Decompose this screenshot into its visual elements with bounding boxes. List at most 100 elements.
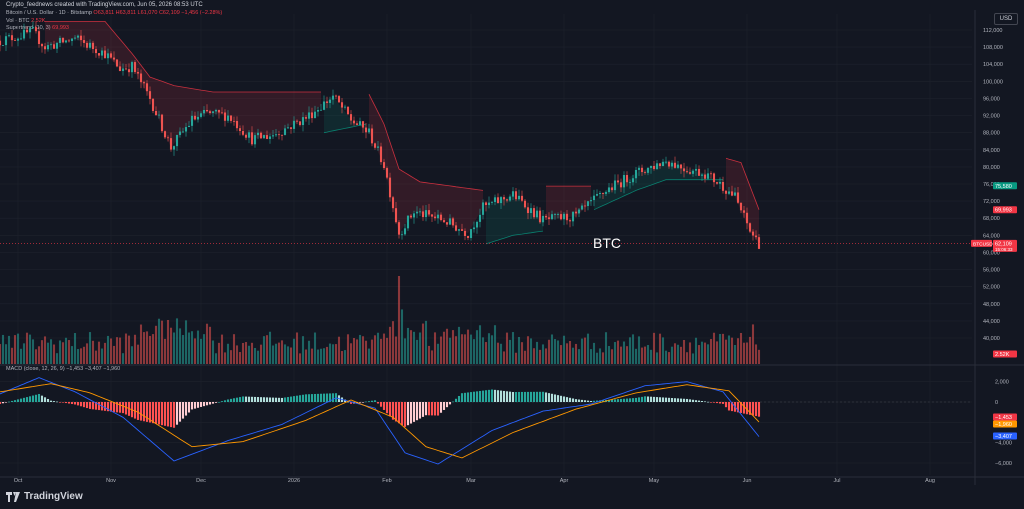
macd-histogram-bar bbox=[742, 402, 746, 414]
price-label-bg bbox=[993, 239, 1017, 252]
candle bbox=[736, 192, 740, 203]
candle bbox=[364, 127, 368, 133]
volume-bar bbox=[568, 340, 572, 364]
macd-histogram-bar bbox=[562, 396, 566, 402]
volume-bar bbox=[37, 346, 41, 364]
x-tick-label: Jul bbox=[833, 478, 840, 484]
candle bbox=[64, 40, 68, 43]
candle bbox=[481, 202, 485, 215]
candle bbox=[145, 83, 149, 92]
macd-histogram-bar bbox=[61, 402, 65, 403]
candle bbox=[631, 178, 635, 183]
macd-histogram-bar bbox=[589, 400, 593, 402]
volume-bar bbox=[25, 332, 29, 364]
macd-histogram-bar bbox=[610, 399, 614, 402]
macd-histogram-bar bbox=[241, 396, 245, 402]
candle bbox=[211, 111, 215, 113]
volume-bar bbox=[571, 347, 575, 364]
macd-histogram-bar bbox=[151, 402, 155, 424]
macd-histogram-bar bbox=[184, 402, 188, 416]
macd-histogram-bar bbox=[55, 401, 59, 403]
volume-bar bbox=[370, 339, 374, 364]
candle bbox=[610, 187, 614, 191]
volume-bar bbox=[220, 334, 224, 364]
candle bbox=[97, 53, 101, 56]
candle bbox=[181, 131, 185, 133]
volume-bar bbox=[577, 349, 581, 364]
macd-histogram-bar bbox=[631, 398, 635, 402]
volume-bar bbox=[40, 340, 44, 364]
currency-button[interactable]: USD bbox=[994, 13, 1018, 25]
volume-bar bbox=[544, 348, 548, 364]
volume-bar bbox=[595, 352, 599, 364]
candle bbox=[622, 175, 626, 188]
volume-bar bbox=[481, 337, 485, 364]
macd-histogram-bar bbox=[493, 389, 497, 402]
volume-bar bbox=[742, 342, 746, 364]
volume-bar bbox=[250, 342, 254, 364]
candle bbox=[367, 128, 371, 133]
macd-histogram-bar bbox=[364, 401, 368, 403]
volume-bar bbox=[472, 339, 476, 364]
volume-bar bbox=[34, 349, 38, 364]
macd-histogram-bar bbox=[556, 395, 560, 402]
candle bbox=[574, 211, 578, 214]
legend-supertrend-row[interactable]: Supertrend (10, 3) 69,993 bbox=[6, 25, 222, 33]
macd-histogram-bar bbox=[166, 402, 170, 427]
macd-histogram-bar bbox=[238, 397, 242, 402]
candle bbox=[358, 121, 362, 125]
price-label: 75,580 bbox=[995, 184, 1012, 190]
volume-bar bbox=[163, 338, 167, 364]
volume-bar bbox=[133, 334, 137, 364]
candle bbox=[685, 171, 689, 173]
candle bbox=[328, 99, 332, 103]
volume-bar bbox=[352, 337, 356, 364]
volume-bar bbox=[565, 343, 569, 364]
legend-symbol-row[interactable]: Bitcoin / U.S. Dollar · 1D · Bitstamp O6… bbox=[6, 10, 222, 18]
macd-histogram-bar bbox=[160, 402, 164, 426]
x-tick-label: Dec bbox=[196, 478, 206, 484]
volume-bar bbox=[415, 339, 419, 364]
supertrend-line-up bbox=[593, 179, 723, 211]
x-tick-label: Jun bbox=[743, 478, 752, 484]
volume-bar bbox=[337, 336, 341, 364]
macd-histogram-bar bbox=[172, 402, 176, 428]
candle bbox=[670, 162, 674, 167]
macd-histogram-bar bbox=[295, 395, 299, 402]
x-tick-label: 2026 bbox=[288, 478, 300, 484]
macd-histogram-bar bbox=[487, 389, 491, 402]
macd-histogram-bar bbox=[553, 394, 557, 402]
candle bbox=[745, 212, 749, 224]
macd-histogram-bar bbox=[670, 398, 674, 402]
macd-histogram-bar bbox=[226, 399, 230, 402]
volume-bar bbox=[73, 333, 77, 364]
x-tick-label: Feb bbox=[382, 478, 391, 484]
volume-bar bbox=[748, 336, 752, 364]
macd-legend[interactable]: MACD (close, 12, 26, 9) −1,453 −3,407 −1… bbox=[6, 366, 120, 372]
candle bbox=[739, 202, 743, 211]
candle bbox=[415, 211, 419, 214]
candle bbox=[289, 127, 293, 129]
candle bbox=[43, 46, 47, 50]
candle bbox=[475, 221, 479, 228]
y-tick-label: 68,000 bbox=[983, 216, 1000, 222]
macd-histogram-bar bbox=[664, 397, 668, 402]
candle bbox=[283, 128, 287, 135]
candle bbox=[184, 127, 188, 132]
btc-annotation: BTC bbox=[593, 235, 621, 251]
macd-histogram-bar bbox=[250, 396, 254, 402]
candle bbox=[694, 168, 698, 171]
macd-histogram-bar bbox=[169, 402, 173, 428]
volume-bar bbox=[697, 345, 701, 364]
volume-bar bbox=[187, 332, 191, 364]
macd-histogram-bar bbox=[253, 396, 257, 402]
macd-histogram-bar bbox=[535, 391, 539, 402]
candle bbox=[490, 202, 494, 203]
y-tick-label: 76,000 bbox=[983, 182, 1000, 188]
macd-histogram-bar bbox=[745, 402, 749, 415]
tradingview-logo[interactable]: TradingView bbox=[6, 491, 83, 502]
macd-histogram-bar bbox=[19, 398, 23, 402]
volume-bar bbox=[217, 342, 221, 364]
